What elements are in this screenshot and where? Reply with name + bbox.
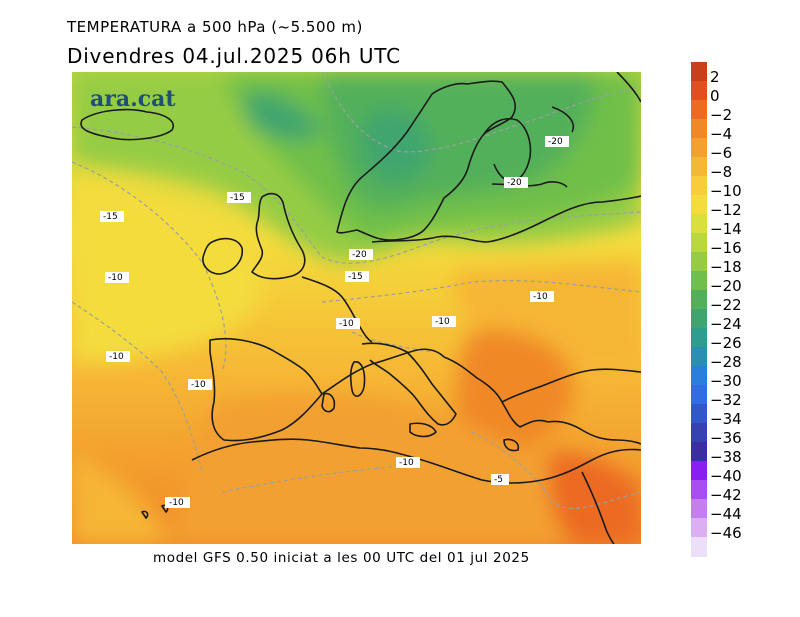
contour-label-bg — [100, 211, 124, 222]
contour-label: -10 — [435, 317, 450, 327]
contour-label-bg — [530, 291, 554, 302]
colorbar-label: −46 — [710, 524, 742, 542]
temperature-map: ara.cat -15 -15 -10 -10 -10 -10 -10 -10 -10 -10 -1… — [72, 72, 641, 544]
colorbar-label: 0 — [710, 87, 720, 105]
contour-label-bg — [345, 271, 369, 282]
coastlines — [80, 72, 641, 544]
contour-label-bg — [432, 316, 456, 327]
contour-label: -10 — [533, 292, 548, 302]
colorbar-label: −20 — [710, 277, 742, 295]
contour-label: -10 — [169, 498, 184, 508]
contour-label-bg — [349, 249, 373, 260]
contour-label: -5 — [494, 475, 503, 485]
contour-label: -10 — [108, 273, 123, 283]
colorbar-swatch — [691, 423, 707, 443]
contour-label-bg — [504, 177, 528, 188]
contour-label-bg — [491, 474, 509, 485]
colorbar-label: −36 — [710, 429, 742, 447]
colorbar-swatch — [691, 518, 707, 538]
colorbar-swatch — [691, 347, 707, 367]
colorbar-label: −16 — [710, 239, 742, 257]
colorbar-label: −22 — [710, 296, 742, 314]
contour-label: -10 — [339, 319, 354, 329]
colorbar-swatch — [691, 252, 707, 272]
colorbar-swatch — [691, 309, 707, 329]
colorbar-swatch — [691, 176, 707, 196]
colorbar-label: −8 — [710, 163, 733, 181]
colorbar-swatch — [691, 100, 707, 120]
colorbar-label: −32 — [710, 391, 742, 409]
model-info: model GFS 0.50 iniciat a les 00 UTC del … — [153, 550, 530, 566]
colorbar-swatch — [691, 138, 707, 158]
contour-label-bg — [166, 497, 190, 508]
contour-label: -20 — [352, 250, 367, 260]
contour-label-bg — [227, 192, 251, 203]
colorbar-swatch — [691, 404, 707, 424]
colorbar-swatch — [691, 214, 707, 234]
colorbar-swatch — [691, 461, 707, 481]
colorbar-label: −42 — [710, 486, 742, 504]
colorbar-label: −24 — [710, 315, 742, 333]
colorbar-swatch — [691, 271, 707, 291]
colorbar-swatch — [691, 81, 707, 101]
ara-cat-logo: ara.cat — [90, 86, 176, 112]
map-title: TEMPERATURA a 500 hPa (~5.500 m) — [67, 18, 363, 36]
colorbar-label: −18 — [710, 258, 742, 276]
contour-label: -20 — [507, 178, 522, 188]
colorbar — [691, 62, 707, 557]
contour-label-bg — [396, 457, 420, 468]
colorbar-label: −4 — [710, 125, 733, 143]
colorbar-label: −28 — [710, 353, 742, 371]
colorbar-label: −6 — [710, 144, 733, 162]
contour-label: -15 — [348, 272, 363, 282]
colorbar-swatch — [691, 499, 707, 519]
colorbar-swatch — [691, 157, 707, 177]
contour-label-bg — [106, 351, 130, 362]
contour-label-bg — [105, 272, 129, 283]
colorbar-swatch — [691, 195, 707, 215]
contour-label-bg — [336, 318, 360, 329]
colorbar-label: −30 — [710, 372, 742, 390]
colorbar-swatch — [691, 385, 707, 405]
colorbar-label: −40 — [710, 467, 742, 485]
colorbar-swatch — [691, 366, 707, 386]
contour-label: -15 — [230, 193, 245, 203]
map-date: Divendres 04.jul.2025 06h UTC — [67, 44, 401, 68]
contour-label: -20 — [548, 137, 563, 147]
colorbar-label: −12 — [710, 201, 742, 219]
colorbar-label: −44 — [710, 505, 742, 523]
colorbar-label: 2 — [710, 68, 720, 86]
colorbar-swatch — [691, 233, 707, 253]
colorbar-swatch — [691, 480, 707, 500]
colorbar-swatch — [691, 62, 707, 82]
contour-label: -10 — [109, 352, 124, 362]
colorbar-swatch — [691, 537, 707, 557]
contour-label-bg — [188, 379, 212, 390]
contour-label: -10 — [399, 458, 414, 468]
contour-label-bg — [545, 136, 569, 147]
contour-label-layer: -15-15-10-10-10-10-10-10-10-10-10-5-20-2… — [100, 136, 569, 508]
colorbar-label: −10 — [710, 182, 742, 200]
colorbar-label: −2 — [710, 106, 733, 124]
colorbar-swatch — [691, 119, 707, 139]
colorbar-swatch — [691, 442, 707, 462]
contour-label: -15 — [103, 212, 118, 222]
colorbar-label: −34 — [710, 410, 742, 428]
colorbar-swatch — [691, 328, 707, 348]
colorbar-label: −26 — [710, 334, 742, 352]
colorbar-label: −38 — [710, 448, 742, 466]
contour-label: -10 — [191, 380, 206, 390]
colorbar-label: −14 — [710, 220, 742, 238]
colorbar-swatch — [691, 290, 707, 310]
